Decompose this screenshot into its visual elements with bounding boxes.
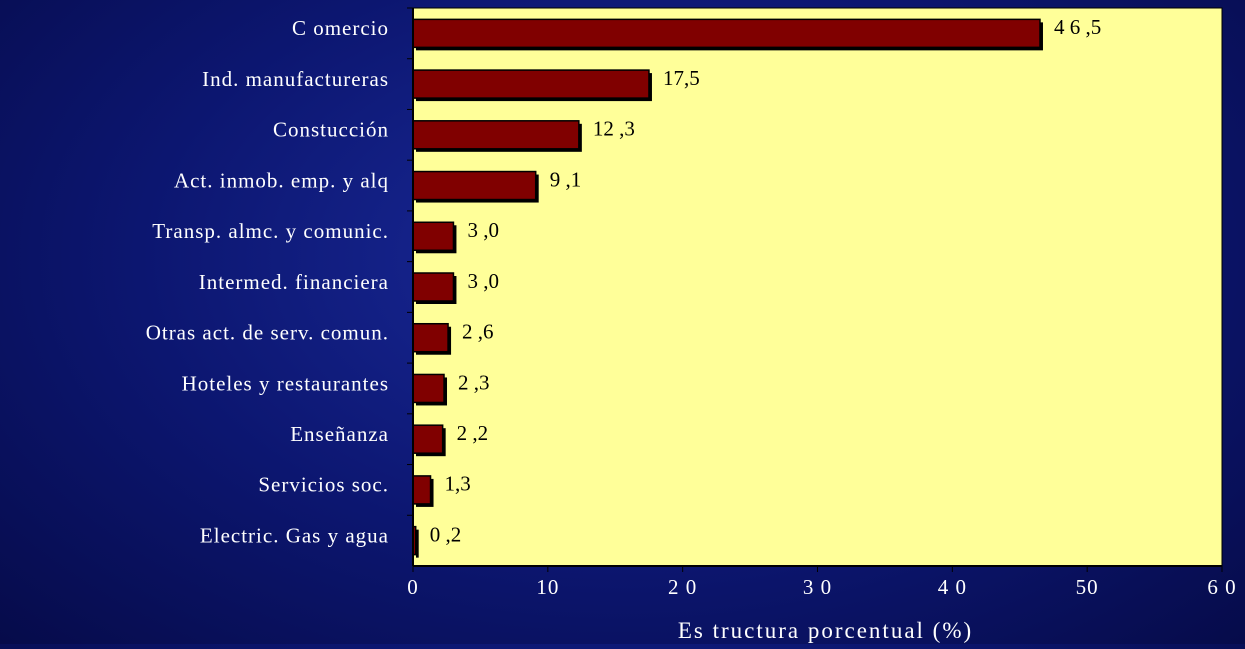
category-label: Intermed. financiera: [199, 270, 389, 294]
bar: [412, 322, 449, 353]
category-label: Servicios soc.: [258, 473, 389, 497]
category-label: Otras act. de serv. comun.: [146, 321, 389, 345]
bar: [412, 424, 444, 454]
category-label: Hoteles y restaurantes: [182, 371, 389, 395]
x-tick-label: 0: [407, 575, 419, 599]
bar: [412, 120, 580, 150]
bar-value-label: 4 6 ,5: [1054, 15, 1101, 39]
bar-value-label: 3 ,0: [467, 218, 499, 242]
x-tick-label: 6 0: [1207, 575, 1236, 599]
bar-value-label: 2 ,6: [462, 320, 494, 344]
bar-value-label: 2 ,3: [458, 370, 490, 394]
bar-value-label: 12 ,3: [593, 117, 635, 141]
x-tick-label: 10: [536, 575, 559, 599]
bar-value-label: 2 ,2: [457, 421, 489, 445]
category-label: Constucción: [273, 118, 389, 142]
bar: [412, 221, 455, 252]
bar: [412, 170, 537, 201]
x-tick-label: 50: [1076, 575, 1099, 599]
category-label: Enseñanza: [290, 422, 389, 446]
bar: [412, 272, 455, 302]
x-axis-title: Es tructura porcentual (%): [678, 618, 973, 643]
category-label: Ind. manufactureras: [202, 67, 389, 91]
bar: [412, 475, 432, 505]
category-label: Electric. Gas y agua: [200, 523, 389, 547]
bar-value-label: 1,3: [445, 472, 471, 496]
category-label: Act. inmob. emp. y alq: [174, 168, 389, 192]
x-tick-label: 2 0: [668, 575, 697, 599]
bar-value-label: 9 ,1: [550, 167, 582, 191]
category-label: Transp. almc. y comunic.: [152, 219, 389, 243]
bar: [412, 373, 445, 404]
bar: [412, 69, 650, 99]
x-tick-label: 4 0: [938, 575, 967, 599]
bar: [412, 18, 1041, 49]
bar-value-label: 3 ,0: [467, 269, 499, 293]
category-label: C omercio: [292, 16, 389, 40]
bar-shadow: [416, 529, 419, 558]
x-tick-label: 3 0: [803, 575, 832, 599]
bar-value-label: 0 ,2: [430, 522, 462, 546]
bar-value-label: 17,5: [663, 66, 700, 90]
